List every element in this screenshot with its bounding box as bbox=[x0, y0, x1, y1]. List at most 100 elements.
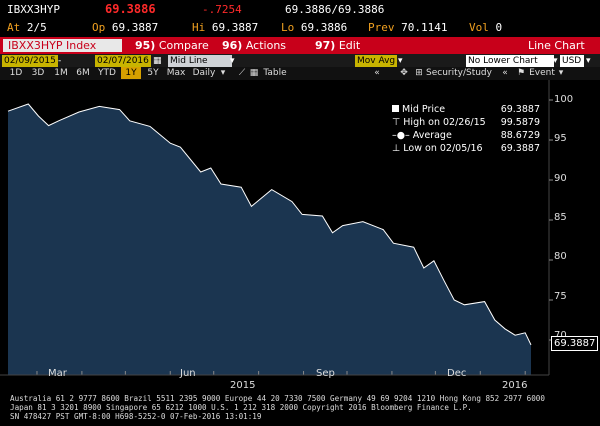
index-label: IBXX3HYP Index bbox=[8, 39, 97, 52]
upper-study-select[interactable]: Mov Avg bbox=[355, 55, 397, 67]
prev-label: Prev bbox=[368, 21, 395, 34]
legend-avg-row: –●– Average 88.6729 bbox=[392, 130, 540, 142]
y-tick-label: 70 bbox=[554, 330, 567, 341]
bid-ask: 69.3886/69.3886 bbox=[285, 3, 385, 16]
view-title: Line Chart bbox=[528, 39, 585, 52]
end-date-field[interactable]: 02/07/2016 bbox=[95, 55, 151, 67]
ticker-label: IBXX3HYP bbox=[7, 3, 60, 16]
last-value-tag: 69.3887 bbox=[551, 336, 599, 351]
tab-6m[interactable]: 6M bbox=[76, 68, 90, 78]
price-chart[interactable] bbox=[0, 80, 600, 380]
period-chevron-icon[interactable]: ▾ bbox=[220, 68, 226, 78]
legend-mid-row: Mid Price 69.3887 bbox=[392, 104, 540, 116]
price-field-chevron-icon[interactable]: ▾ bbox=[230, 56, 235, 66]
edit-label: Edit bbox=[338, 39, 361, 52]
legend-mid-value: 69.3887 bbox=[500, 104, 540, 115]
open-value: 69.3887 bbox=[111, 21, 159, 34]
y-tick-label: 100 bbox=[554, 94, 574, 105]
currency-select[interactable]: USD bbox=[560, 55, 584, 67]
y-tick-label: 90 bbox=[554, 173, 567, 184]
x-tick-label: Sep bbox=[316, 368, 335, 379]
legend-low-row: ⊥ Low on 02/05/16 69.3887 bbox=[392, 143, 540, 155]
tab-ytd[interactable]: YTD bbox=[98, 68, 116, 78]
quote-detail-row: At 2/5 bbox=[7, 21, 47, 34]
x-tick-label: 2016 bbox=[502, 380, 528, 391]
actions-button[interactable]: 96) Actions bbox=[222, 38, 286, 53]
x-tick-label: Mar bbox=[48, 368, 67, 379]
price-field-select[interactable]: Mid Line bbox=[168, 55, 232, 67]
at-label: At bbox=[7, 21, 21, 34]
volume-value: 0 bbox=[495, 21, 503, 34]
index-label-box[interactable] bbox=[3, 39, 122, 52]
main-toolbar bbox=[0, 37, 600, 54]
chart-legend[interactable]: Mid Price 69.3887 ⊤ High on 02/26/15 99.5… bbox=[388, 101, 544, 159]
table-button[interactable]: Table bbox=[263, 68, 287, 78]
table-icon[interactable]: ▦ bbox=[249, 68, 259, 78]
high-marker-icon: ⊤ bbox=[392, 117, 401, 128]
last-price: 69.3886 bbox=[105, 2, 156, 16]
tab-1d[interactable]: 1D bbox=[9, 68, 23, 78]
low-marker-icon: ⊥ bbox=[392, 143, 401, 154]
legend-avg-label: Average bbox=[412, 130, 452, 141]
chart-style-icon[interactable]: ⟋ bbox=[238, 68, 246, 78]
y-tick-label: 85 bbox=[554, 212, 567, 223]
tab-1y[interactable]: 1Y bbox=[121, 67, 141, 79]
tab-5y[interactable]: 5Y bbox=[147, 68, 159, 78]
legend-avg-value: 88.6729 bbox=[500, 130, 540, 141]
event-icon[interactable]: ⚑ bbox=[516, 68, 526, 78]
tab-3d[interactable]: 3D bbox=[31, 68, 45, 78]
high-value: 69.3887 bbox=[211, 21, 259, 34]
event-chevron-icon[interactable]: ▾ bbox=[558, 68, 564, 78]
legend-mid-label: Mid Price bbox=[402, 104, 446, 115]
price-area-fill bbox=[8, 104, 531, 375]
high-row: Hi 69.3887 bbox=[192, 21, 258, 34]
at-value: 2/5 bbox=[26, 21, 47, 34]
y-tick-label: 95 bbox=[554, 133, 567, 144]
volume-row: Vol 0 bbox=[469, 21, 502, 34]
pan-icon[interactable]: ✥ bbox=[400, 68, 408, 78]
mid-price-swatch-icon bbox=[392, 105, 399, 112]
calendar-icon[interactable]: ▦ bbox=[153, 56, 162, 66]
collapse-left-icon[interactable]: « bbox=[374, 68, 380, 78]
period-select[interactable]: Daily bbox=[192, 68, 216, 78]
price-change: -.7254 bbox=[202, 3, 242, 16]
x-year-label: 2015 bbox=[230, 380, 256, 391]
legend-high-label: High on 02/26/15 bbox=[403, 117, 486, 128]
low-row: Lo 69.3886 bbox=[281, 21, 347, 34]
security-study-icon[interactable]: ⊞ bbox=[415, 68, 423, 78]
footer-line-1: Australia 61 2 9777 8600 Brazil 5511 239… bbox=[10, 394, 545, 403]
compare-button[interactable]: 95) Compare bbox=[135, 38, 209, 53]
footer-line-2: Japan 81 3 3201 8900 Singapore 65 6212 1… bbox=[10, 403, 472, 412]
prev-row: Prev 70.1141 bbox=[368, 21, 447, 34]
low-label: Lo bbox=[281, 21, 295, 34]
edit-button[interactable]: 97) Edit bbox=[315, 38, 360, 53]
lower-chart-chevron-icon[interactable]: ▾ bbox=[553, 56, 558, 66]
date-separator: - bbox=[58, 56, 62, 66]
footer-line-3: SN 478427 PST GMT-8:00 H698-5252-0 07-Fe… bbox=[10, 412, 262, 421]
x-tick-label: Dec bbox=[447, 368, 467, 379]
legend-high-row: ⊤ High on 02/26/15 99.5879 bbox=[392, 117, 540, 129]
volume-label: Vol bbox=[469, 21, 489, 34]
prev-value: 70.1141 bbox=[401, 21, 448, 34]
upper-study-chevron-icon[interactable]: ▾ bbox=[398, 56, 403, 66]
collapse-right-icon[interactable]: « bbox=[502, 68, 508, 78]
y-tick-label: 75 bbox=[554, 291, 567, 302]
compare-hotkey: 95) bbox=[135, 39, 156, 52]
low-value: 69.3886 bbox=[300, 21, 348, 34]
legend-low-value: 69.3887 bbox=[500, 143, 540, 154]
security-study-button[interactable]: Security/Study bbox=[426, 68, 492, 78]
legend-low-label: Low on 02/05/16 bbox=[403, 143, 483, 154]
compare-label: Compare bbox=[158, 39, 209, 52]
x-tick-label: Jun bbox=[180, 368, 196, 379]
price-line bbox=[7, 103, 532, 346]
start-date-field[interactable]: 02/09/2015 bbox=[2, 55, 58, 67]
actions-label: Actions bbox=[245, 39, 287, 52]
currency-chevron-icon[interactable]: ▾ bbox=[586, 56, 591, 66]
event-button[interactable]: Event bbox=[529, 68, 555, 78]
average-marker-icon: –●– bbox=[392, 130, 410, 141]
tab-1m[interactable]: 1M bbox=[54, 68, 68, 78]
actions-hotkey: 96) bbox=[222, 39, 243, 52]
tab-max[interactable]: Max bbox=[166, 68, 186, 78]
high-label: Hi bbox=[192, 21, 206, 34]
lower-chart-select[interactable]: No Lower Chart bbox=[466, 55, 554, 67]
